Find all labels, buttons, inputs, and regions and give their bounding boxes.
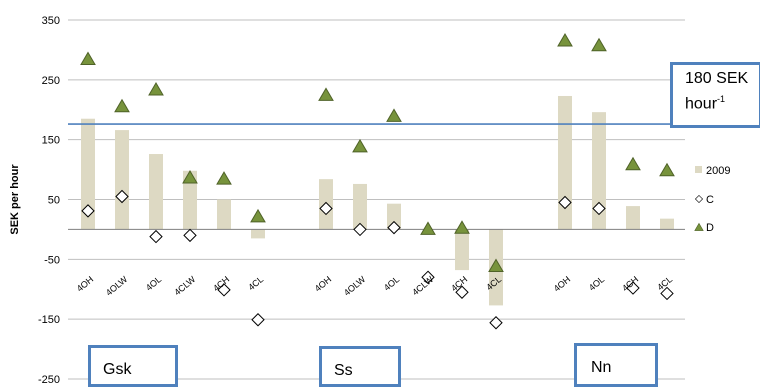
bar	[660, 218, 674, 230]
bar	[149, 154, 163, 230]
category-label: 4OLW	[342, 274, 368, 298]
y-axis-label: SEK per hour	[9, 164, 21, 235]
marker-c	[455, 285, 469, 299]
legend-swatch-2009	[695, 166, 702, 173]
marker-c	[115, 189, 129, 204]
category-label: 4OL	[144, 274, 163, 293]
annotation-box: 180 SEK hour-1	[670, 62, 760, 128]
marker-d	[216, 171, 232, 185]
marker-c	[353, 222, 367, 237]
category-label: 4OH	[313, 274, 334, 294]
group-label-ss: Ss	[319, 346, 401, 387]
marker-c	[319, 201, 333, 216]
marker-c	[626, 281, 640, 295]
bars-2009	[81, 95, 674, 306]
y-tick-label: 250	[42, 75, 60, 87]
annotation-text: 180 SEK hour-1	[685, 70, 749, 113]
marker-c	[592, 201, 606, 216]
marker-c	[421, 270, 435, 284]
bar	[387, 203, 401, 230]
legend-label: C	[706, 194, 714, 206]
marker-d	[182, 169, 198, 184]
group-label-gsk: Gsk	[88, 345, 178, 387]
marker-d	[557, 32, 573, 47]
category-label: 4CL	[246, 274, 265, 292]
marker-c	[558, 195, 572, 210]
category-label: 4OLW	[104, 274, 130, 298]
legend: 2009 C D	[694, 165, 730, 234]
category-label: 4CL	[655, 274, 674, 292]
y-tick-label: 350	[42, 15, 60, 27]
marker-c	[489, 316, 503, 330]
y-tick-label: -50	[44, 254, 60, 266]
bar	[183, 170, 197, 230]
marker-c	[217, 283, 231, 297]
marker-c	[81, 204, 95, 218]
markers	[80, 32, 675, 330]
bar	[455, 229, 469, 271]
category-label: 4OL	[382, 274, 401, 293]
marker-c	[183, 228, 197, 243]
group-label-gsk-text: Gsk	[103, 361, 132, 378]
group-label-nn-text: Nn	[591, 359, 612, 376]
bar	[558, 95, 572, 230]
bar	[217, 199, 231, 230]
marker-d	[454, 220, 470, 234]
marker-c	[149, 229, 163, 244]
bar	[81, 118, 95, 230]
marker-d	[386, 108, 402, 122]
legend-label: D	[706, 222, 714, 234]
marker-d	[80, 51, 96, 65]
category-label: 4CLW	[172, 274, 197, 298]
bar	[115, 130, 129, 230]
marker-d	[318, 87, 334, 101]
bar	[626, 206, 640, 230]
marker-d	[352, 138, 368, 153]
category-labels: 4OH 4OLW 4OL 4CLW 4CH 4CL 4OH 4OLW 4OL 4CLW 4CH 4CL…	[75, 274, 675, 298]
y-tick-label: 150	[42, 135, 60, 147]
marker-d	[420, 221, 436, 235]
bar	[592, 112, 606, 230]
marker-d	[591, 37, 607, 52]
marker-d	[250, 208, 266, 223]
category-label: 4OH	[75, 274, 96, 294]
y-tick-label: -150	[38, 314, 60, 326]
marker-d	[114, 98, 130, 113]
group-label-ss-text: Ss	[334, 362, 353, 379]
marker-d	[148, 82, 164, 96]
annotation-superscript: -1	[717, 94, 726, 104]
marker-c	[694, 194, 704, 204]
legend-label: 2009	[706, 165, 730, 177]
y-axis-ticks: 350 250 150 50 -50 -150 -250	[38, 15, 60, 385]
marker-c	[660, 286, 674, 301]
bar	[353, 183, 367, 230]
category-label: 4OH	[552, 274, 573, 294]
marker-d	[694, 222, 704, 231]
marker-d	[659, 162, 675, 177]
marker-c	[387, 220, 401, 235]
marker-d	[625, 156, 641, 171]
group-label-nn: Nn	[574, 343, 658, 387]
y-tick-label: -250	[38, 374, 60, 385]
y-tick-label: 50	[48, 195, 60, 207]
bar	[251, 229, 265, 239]
category-label: 4OL	[587, 274, 606, 293]
marker-c	[251, 313, 265, 327]
marker-d	[488, 258, 504, 273]
